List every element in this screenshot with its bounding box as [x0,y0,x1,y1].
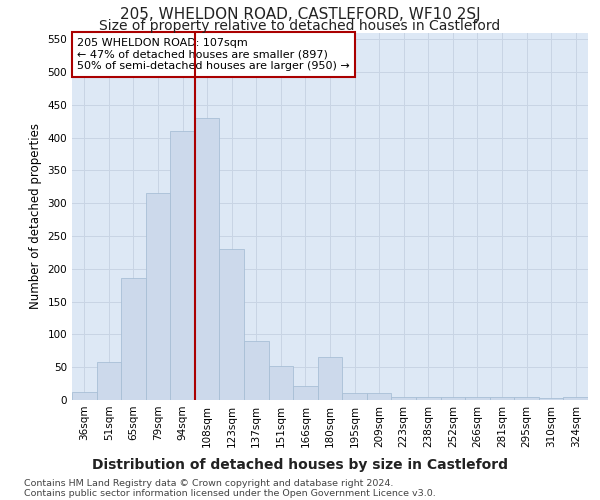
Bar [72,392,97,400]
Bar [514,396,539,400]
Text: Contains public sector information licensed under the Open Government Licence v3: Contains public sector information licen… [24,489,436,498]
Bar [539,398,563,400]
Bar [367,394,391,400]
Bar [342,394,367,400]
Bar [465,396,490,400]
Bar [318,358,342,400]
Bar [563,396,588,400]
Bar [490,396,514,400]
Bar [269,366,293,400]
Bar [121,278,146,400]
Bar [146,194,170,400]
Bar [220,249,244,400]
Text: Size of property relative to detached houses in Castleford: Size of property relative to detached ho… [100,19,500,33]
Bar [391,396,416,400]
Text: Contains HM Land Registry data © Crown copyright and database right 2024.: Contains HM Land Registry data © Crown c… [24,479,394,488]
Bar [416,396,440,400]
Bar [440,396,465,400]
Bar [293,386,318,400]
Bar [195,118,220,400]
Y-axis label: Number of detached properties: Number of detached properties [29,123,42,309]
Text: 205 WHELDON ROAD: 107sqm
← 47% of detached houses are smaller (897)
50% of semi-: 205 WHELDON ROAD: 107sqm ← 47% of detach… [77,38,350,71]
Text: Distribution of detached houses by size in Castleford: Distribution of detached houses by size … [92,458,508,471]
Bar [244,341,269,400]
Text: 205, WHELDON ROAD, CASTLEFORD, WF10 2SJ: 205, WHELDON ROAD, CASTLEFORD, WF10 2SJ [119,8,481,22]
Bar [97,362,121,400]
Bar [170,131,195,400]
